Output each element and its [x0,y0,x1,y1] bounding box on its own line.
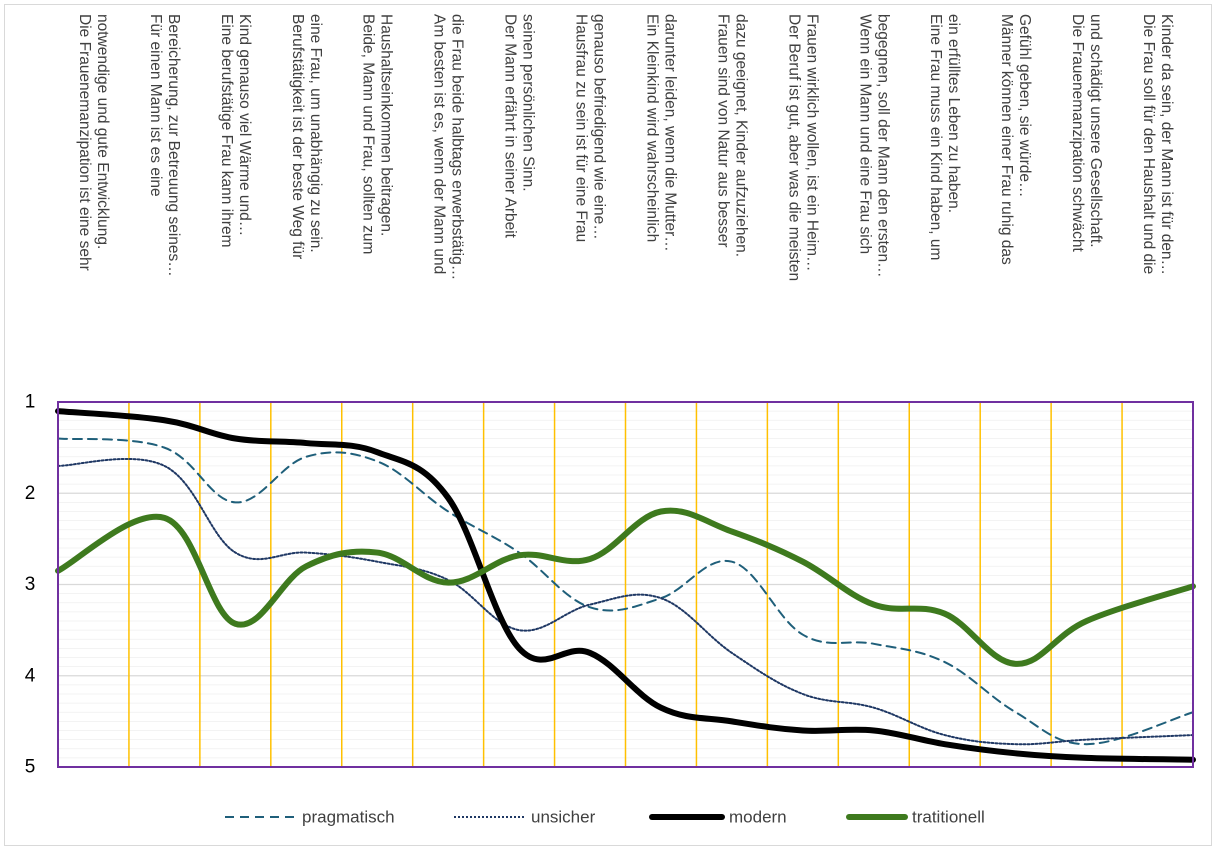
category-label: Hausfrau zu sein ist für eine Frau genaus… [573,14,608,242]
legend-label-modern: modern [729,808,787,827]
category-label: Ein Kleinkind wird wahrscheinlich darunte… [643,14,678,252]
y-tick-label: 3 [25,574,36,595]
y-tick-label: 2 [25,483,36,504]
y-tick-label: 5 [25,757,36,778]
category-label-line: Frauen wirklich wollen, ist ein Heim… [803,14,820,272]
series-line-modern [55,408,1196,763]
category-label-line: Berufstätigkeit ist der beste Weg für [289,14,306,259]
chart-frame [4,4,1212,846]
category-label-line: Ein Kleinkind wird wahrscheinlich [643,14,660,242]
category-label-line: Kind genauso viel Wärme und… [236,14,253,236]
category-label-line: und schädigt unsere Gesellschaft. [1087,14,1104,248]
plot-area-border [57,401,1194,768]
category-label: Wenn ein Mann und eine Frau sich begegnen… [856,14,891,278]
category-label-line: die Frau beide halbtags erwerbstätig… [449,14,466,280]
series-line-unsicher [57,457,1194,746]
y-tick-label: 4 [25,665,36,686]
category-label: Die Frauenemanzipation schwächt und schäd… [1069,14,1104,252]
category-label-line: Hausfrau zu sein ist für eine Frau [573,14,590,242]
y-axis-ticks: 1 2 3 4 5 [25,392,36,778]
category-label-line: ein erfülltes Leben zu haben. [945,14,962,213]
category-label-line: Eine Frau muss ein Kind haben, um [927,14,944,260]
y-tick-label: 1 [25,392,36,413]
category-label: Am besten ist es, wenn der Mann und die F… [431,14,466,280]
legend: pragmatisch unsicher modern tratitionell [225,808,985,827]
category-label: Die Frauenemanzipation ist eine sehr notw… [76,14,111,271]
category-label: Die Frau soll für den Haushalt und die Ki… [1140,14,1175,275]
category-label-line: Kinder da sein, der Mann ist für den… [1158,14,1175,275]
category-label-line: Gefühl geben, sie würde… [1016,14,1033,198]
category-label-line: Für einen Mann ist es eine [147,14,164,197]
series-group [55,408,1196,763]
category-label: Der Mann erfährt in seiner Arbeit seinen … [502,14,537,239]
legend-label-tratitionell: tratitionell [912,808,985,827]
category-label-line: Wenn ein Mann und eine Frau sich [856,14,873,254]
category-label-line: darunter leiden, wenn die Mutter… [661,14,678,252]
category-label-line: Männer können einer Frau ruhig das [998,14,1015,265]
category-label: Der Beruf ist gut, aber was die meisten F… [785,14,820,281]
series-line-tratitionell [55,507,1196,667]
category-label-line: Eine berufstätige Frau kann ihrem [218,14,235,247]
category-label-line: Beide, Mann und Frau, sollten zum [360,14,377,254]
category-label: Für einen Mann ist es eine Bereicherung, … [147,14,182,277]
category-label-line: notwendige und gute Entwicklung. [94,14,111,249]
category-label: Männer können einer Frau ruhig das Gefühl… [998,14,1033,265]
category-label: Berufstätigkeit ist der beste Weg für ein… [289,14,324,259]
category-label-line: seinen persönlichen Sinn. [520,14,537,192]
category-label-line: begegnen, soll der Mann den ersten… [874,14,891,278]
category-label-line: eine Frau, um unabhängig zu sein. [307,14,324,253]
category-label-line: Der Mann erfährt in seiner Arbeit [502,14,519,239]
category-label-line: genauso befriedigend wie eine… [591,14,608,240]
category-label: Frauen sind von Natur aus besser dazu gee… [714,14,749,257]
category-label: Eine berufstätige Frau kann ihrem Kind ge… [218,14,253,247]
category-label-line: Der Beruf ist gut, aber was die meisten [785,14,802,281]
category-label-line: Die Frauenemanzipation ist eine sehr [76,14,93,271]
legend-label-unsicher: unsicher [531,808,596,827]
category-label: Beide, Mann und Frau, sollten zum Haushal… [360,14,395,254]
category-label-line: dazu geeignet, Kinder aufzuziehen. [732,14,749,257]
category-labels: Die Frauenemanzipation ist eine sehr notw… [76,14,1175,281]
legend-label-pragmatisch: pragmatisch [302,808,395,827]
category-label-line: Bereicherung, zur Betreuung seines… [165,14,182,277]
category-label-line: Die Frauenemanzipation schwächt [1069,14,1086,252]
category-label-line: Die Frau soll für den Haushalt und die [1140,14,1157,274]
category-label-line: Frauen sind von Natur aus besser [714,14,731,247]
category-label: Eine Frau muss ein Kind haben, um ein erf… [927,14,962,260]
category-label-line: Haushaltseinkommen beitragen. [378,14,395,236]
category-label-line: Am besten ist es, wenn der Mann und [431,14,448,274]
series-line-pragmatisch [57,437,1194,746]
